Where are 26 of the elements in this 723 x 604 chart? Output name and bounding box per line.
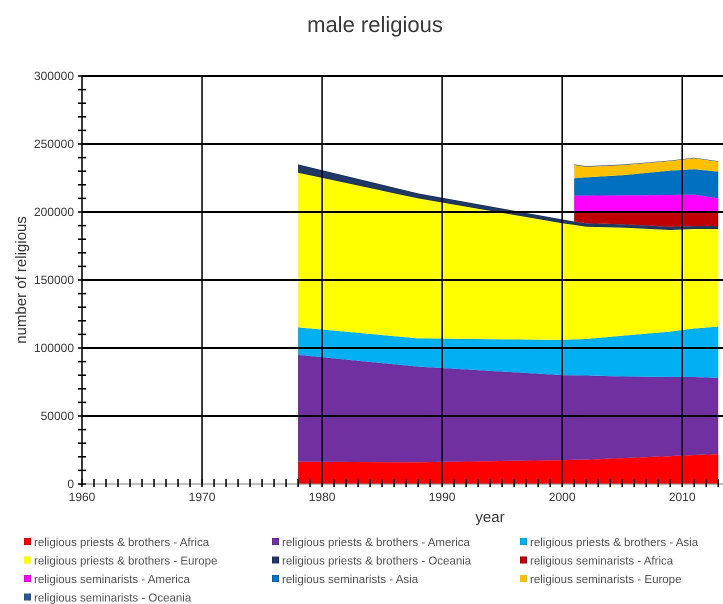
legend-label: religious priests & brothers - Africa	[34, 537, 210, 549]
y-tick-label: 200000	[34, 205, 74, 219]
y-tick-label: 100000	[34, 341, 74, 355]
legend-label: religious seminarists - America	[34, 574, 191, 586]
y-tick-label: 250000	[34, 137, 74, 151]
y-tick-label: 300000	[34, 69, 74, 83]
x-tick-label: 1980	[308, 490, 336, 504]
x-axis-title: year	[475, 509, 505, 526]
legend-label: religious seminarists - Africa	[530, 556, 674, 568]
y-tick-label: 150000	[34, 273, 74, 287]
x-tick-label: 2000	[548, 490, 576, 504]
legend-label: religious seminarists - Oceania	[34, 592, 192, 604]
legend-label: religious seminarists - Asia	[282, 574, 419, 586]
y-tick-label: 0	[67, 477, 74, 491]
y-tick-label: 50000	[40, 409, 74, 423]
x-tick-label: 1960	[68, 490, 96, 504]
chart-title: male religious	[307, 12, 443, 37]
legend-label: religious priests & brothers - Asia	[530, 537, 699, 549]
x-tick-label: 1970	[188, 490, 216, 504]
legend-label: religious priests & brothers - America	[282, 537, 471, 549]
legend-label: religious priests & brothers - Europe	[34, 556, 218, 568]
x-tick-label: 1990	[428, 490, 456, 504]
legend-label: religious seminarists - Europe	[530, 574, 682, 586]
y-axis-title: number of religious	[13, 216, 30, 344]
x-tick-label: 2010	[668, 490, 696, 504]
legend-label: religious priests & brothers - Oceania	[282, 556, 472, 568]
